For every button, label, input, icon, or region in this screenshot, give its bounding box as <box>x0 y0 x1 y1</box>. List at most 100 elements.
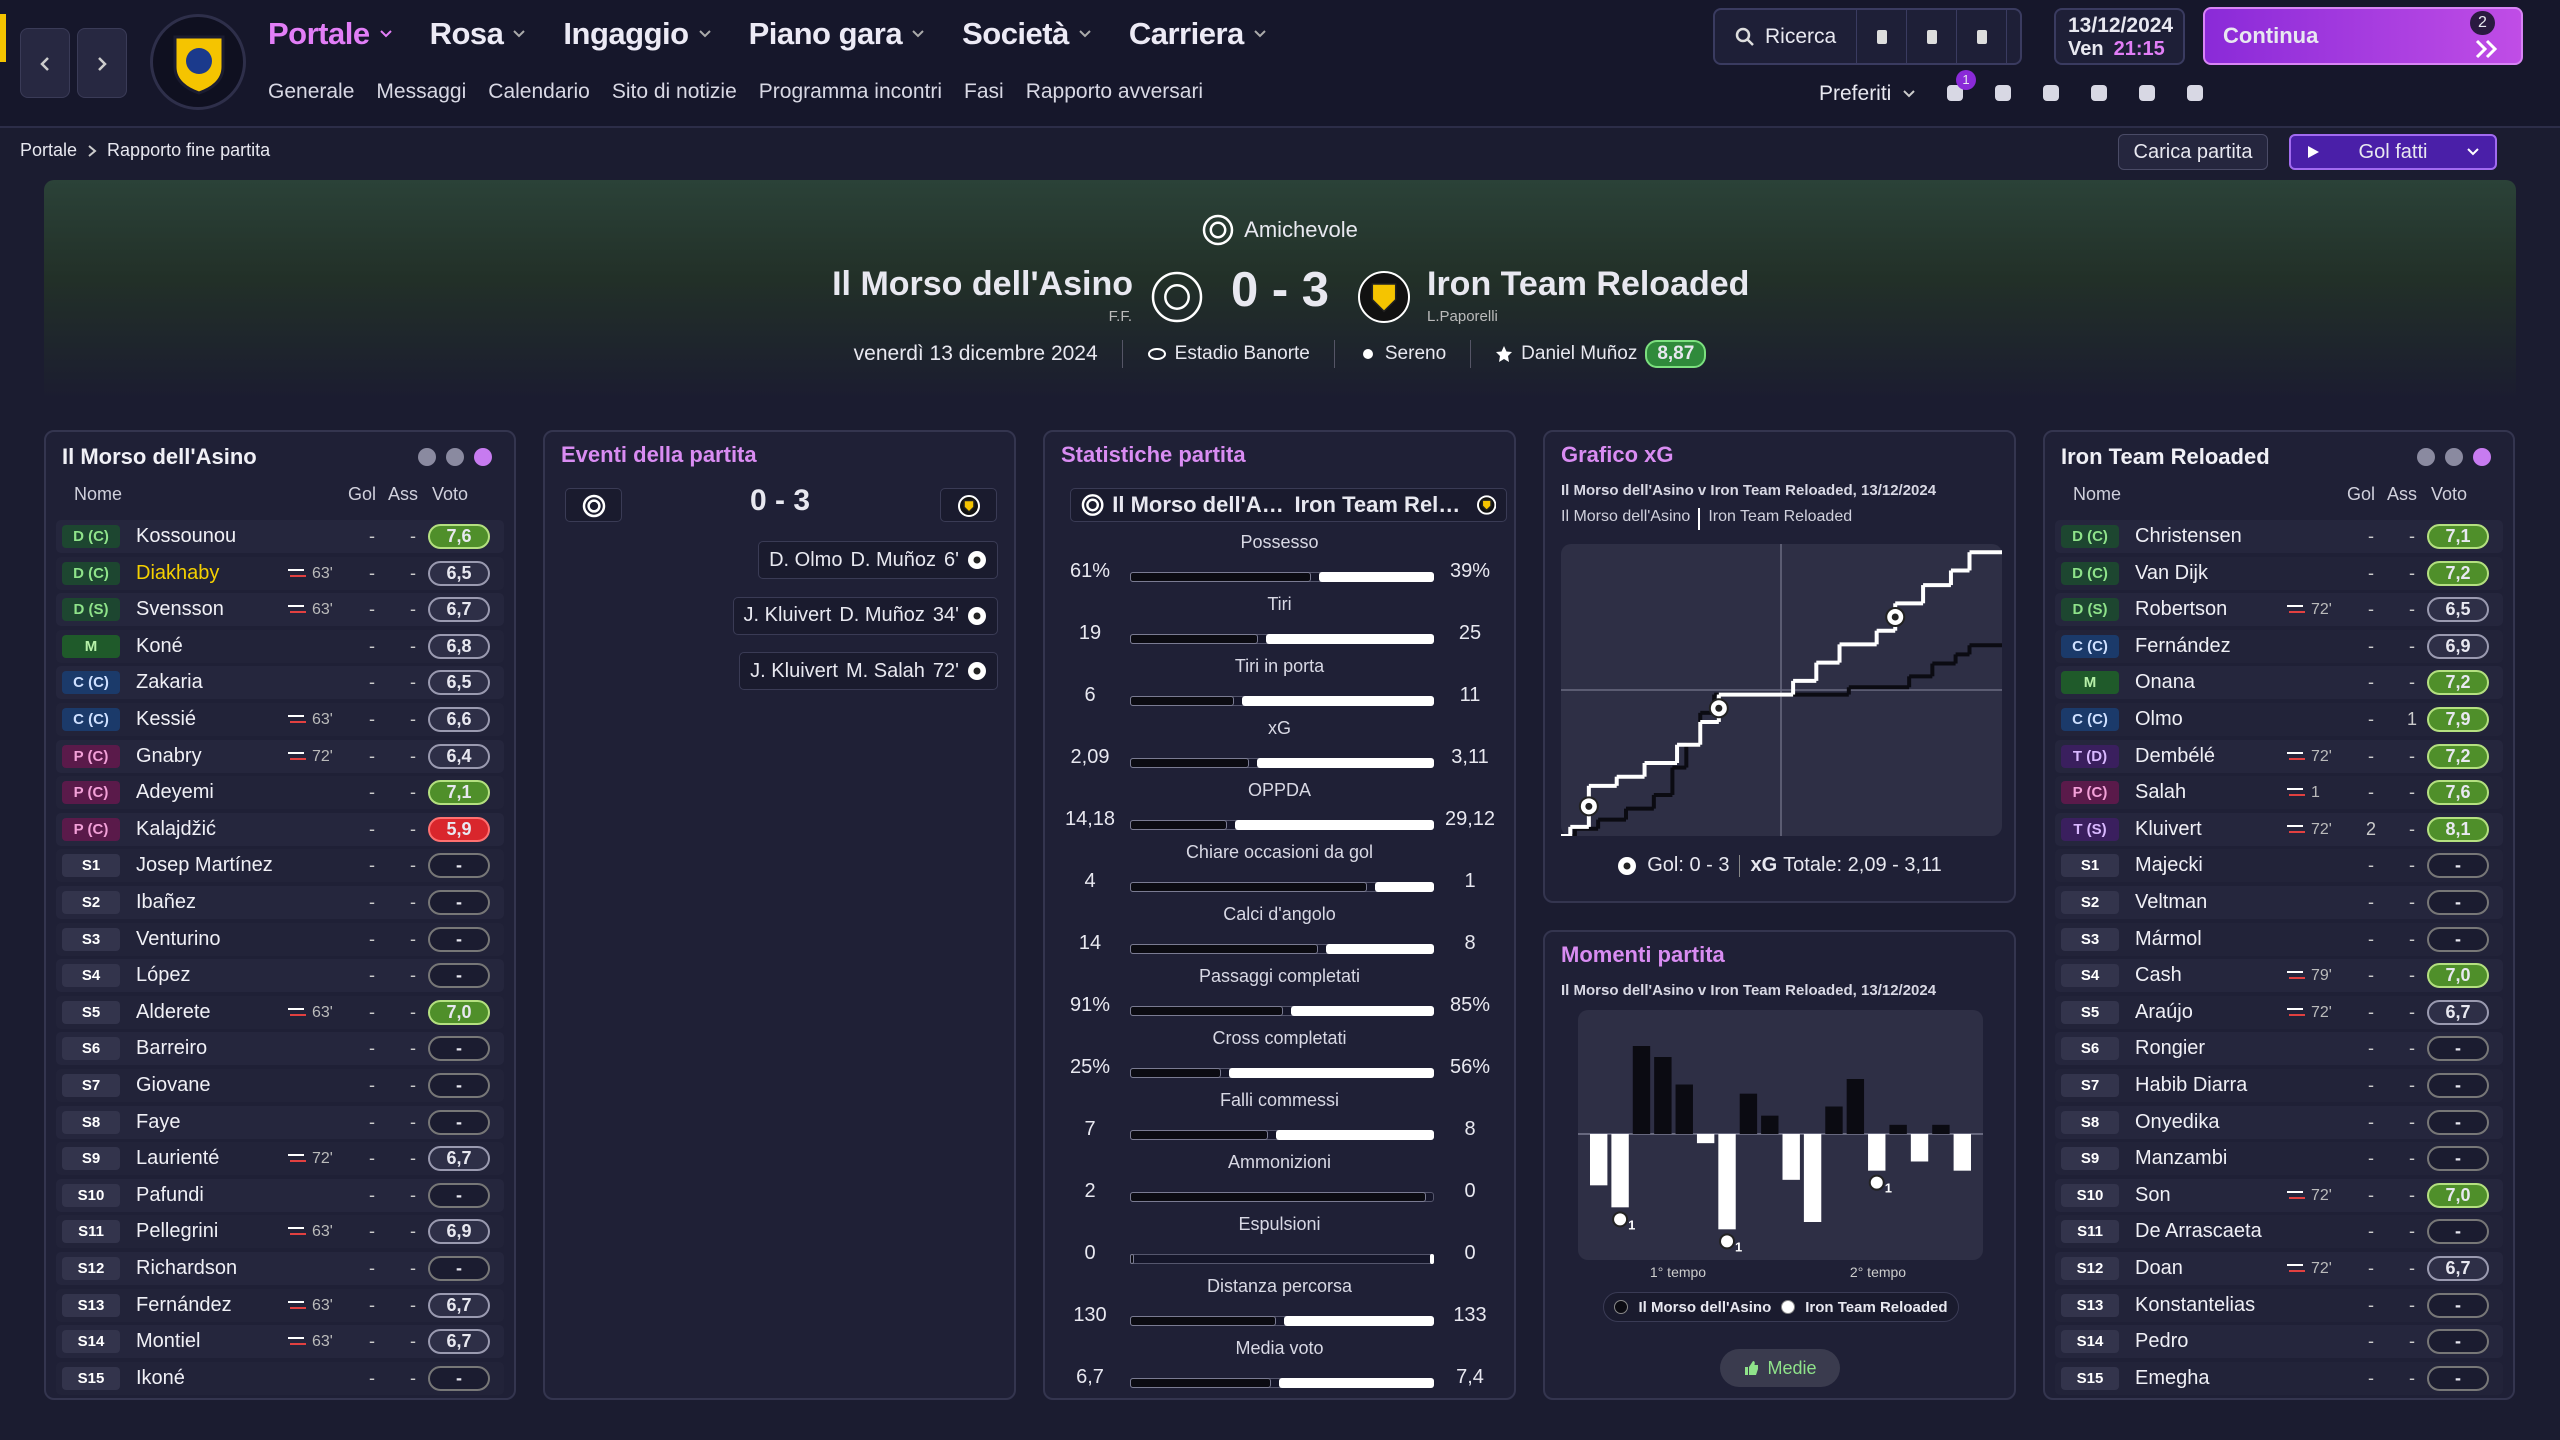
player-row[interactable]: S3 Venturino - - - <box>56 922 504 956</box>
menu-item[interactable]: Carriera <box>1129 16 1268 52</box>
page-dot[interactable] <box>2417 448 2435 466</box>
player-row[interactable]: M Onana - -7,2 <box>2055 666 2503 700</box>
position-badge: D (C) <box>2061 525 2119 548</box>
submenu-item[interactable]: Sito di notizie <box>611 80 737 103</box>
assists: - <box>2409 1294 2415 1315</box>
player-row[interactable]: D (S) Robertson 72' - -6,5 <box>2055 593 2503 627</box>
player-row[interactable]: S9 Manzambi - - - <box>2055 1142 2503 1176</box>
quick-icon[interactable] <box>1992 82 2014 104</box>
player-row[interactable]: S15 Ikoné - - - <box>56 1361 504 1395</box>
stat-bar-home <box>1130 882 1367 892</box>
quick-icon[interactable] <box>2184 82 2206 104</box>
player-row[interactable]: S2 Veltman - - - <box>2055 886 2503 919</box>
player-row[interactable]: S1 Josep Martínez - - - <box>56 849 504 883</box>
player-row[interactable]: S4 López - - - <box>56 959 504 993</box>
player-row[interactable]: S13 Fernández 63' - -6,7 <box>56 1288 504 1322</box>
momentum-plot: 1 1 1 <box>1578 1010 1983 1260</box>
stat-away: 29,12 <box>1444 808 1496 830</box>
menu-item[interactable]: Rosa <box>430 16 528 52</box>
player-row[interactable]: S2 Ibañez - - - <box>56 886 504 919</box>
stat-bar-home <box>1130 1192 1426 1202</box>
quick-icon[interactable] <box>2136 82 2158 104</box>
chevron-shape <box>1903 90 1916 98</box>
player-row[interactable]: D (C) Diakhaby 63' - -6,5 <box>56 556 504 590</box>
quick-icon[interactable] <box>2088 82 2110 104</box>
submenu-item[interactable]: Fasi <box>964 80 1004 103</box>
breadcrumb-item[interactable]: Portale <box>20 140 78 160</box>
player-row[interactable]: D (S) Svensson 63' - -6,7 <box>56 593 504 627</box>
player-row[interactable]: P (C) Salah 1- -7,6 <box>2055 776 2503 810</box>
load-button[interactable]: Carica partita <box>2118 134 2268 170</box>
page-dot[interactable] <box>2473 448 2491 466</box>
player-name: Richardson <box>136 1257 238 1279</box>
player-row[interactable]: S5 Alderete 63' - -7,0 <box>56 995 504 1029</box>
menu-item[interactable]: Società <box>962 16 1093 52</box>
player-row[interactable]: S9 Laurienté 72' - -6,7 <box>56 1142 504 1176</box>
player-row[interactable]: S13 Konstantelias - - - <box>2055 1288 2503 1322</box>
submenu-item[interactable]: Messaggi <box>376 80 467 103</box>
player-row[interactable]: C (C) Olmo - 1 7,9 <box>2055 703 2503 736</box>
player-row[interactable]: S14 Pedro - - - <box>2055 1325 2503 1359</box>
player-row[interactable]: P (C) Kalajdžić - -5,9 <box>56 812 504 846</box>
averages-button[interactable]: Medie <box>1720 1349 1840 1387</box>
player-row[interactable]: S12 Doan 72' - -6,7 <box>2055 1252 2503 1285</box>
player-row[interactable]: S8 Faye - - - <box>56 1105 504 1139</box>
favorites[interactable]: Preferiti <box>1819 82 1917 106</box>
settings-button[interactable] <box>1957 10 2008 63</box>
submenu-item[interactable]: Programma incontri <box>758 80 942 103</box>
player-row[interactable]: S11 Pellegrini 63' - -6,9 <box>56 1215 504 1249</box>
page-dot[interactable] <box>418 448 436 466</box>
player-row[interactable]: S5 Araújo 72' - -6,7 <box>2055 995 2503 1029</box>
player-row[interactable]: S14 Montiel 63' - -6,7 <box>56 1325 504 1359</box>
quick-icon[interactable]: 1 <box>1944 70 1976 104</box>
player-row[interactable]: S12 Richardson - - - <box>56 1252 504 1285</box>
player-row[interactable]: S15 Emegha - - - <box>2055 1361 2503 1395</box>
player-row[interactable]: T (D) Dembélé 72' - -7,2 <box>2055 739 2503 773</box>
player-row[interactable]: D (C) Christensen - -7,1 <box>2055 520 2503 553</box>
player-row[interactable]: S1 Majecki - - - <box>2055 849 2503 883</box>
page-dot[interactable] <box>446 448 464 466</box>
forward-button[interactable] <box>77 28 127 98</box>
submenu-item[interactable]: Rapporto avversari <box>1025 80 1204 103</box>
player-row[interactable]: S7 Giovane - - - <box>56 1069 504 1102</box>
player-row[interactable]: C (C) Zakaria - -6,5 <box>56 666 504 700</box>
search-button[interactable]: Ricerca <box>1715 10 1858 63</box>
page-dot[interactable] <box>2445 448 2463 466</box>
submenu-item[interactable]: Generale <box>268 80 355 103</box>
player-row[interactable]: P (C) Adeyemi - -7,1 <box>56 776 504 810</box>
rating: 6,7 <box>2427 999 2489 1025</box>
player-row[interactable]: S6 Barreiro - - - <box>56 1032 504 1066</box>
player-row[interactable]: P (C) Gnabry 72' - -6,4 <box>56 739 504 773</box>
menu-item[interactable]: Piano gara <box>749 16 927 52</box>
player-row[interactable]: C (C) Kessié 63' - -6,6 <box>56 703 504 736</box>
goals: - <box>369 562 375 583</box>
sub-minute: 72' <box>2311 1003 2332 1021</box>
player-row[interactable]: D (C) Van Dijk - -7,2 <box>2055 556 2503 590</box>
icon <box>698 30 711 38</box>
quick-icon[interactable] <box>2040 82 2062 104</box>
player-row[interactable]: S6 Rongier - - - <box>2055 1032 2503 1066</box>
continue-button[interactable]: Continua 2 <box>2203 7 2523 65</box>
momentum-bar <box>1910 1134 1929 1162</box>
player-row[interactable]: T (S) Kluivert 72' 2 -8,1 <box>2055 812 2503 846</box>
menu-item[interactable]: Portale <box>268 16 394 52</box>
player-row[interactable]: C (C) Fernández - -6,9 <box>2055 629 2503 663</box>
page-dot[interactable] <box>474 448 492 466</box>
player-row[interactable]: S11 De Arrascaeta - - - <box>2055 1215 2503 1249</box>
player-row[interactable]: S10 Son 72' - -7,0 <box>2055 1178 2503 1212</box>
bookmark-button[interactable] <box>1857 10 1908 63</box>
back-button[interactable] <box>20 28 70 98</box>
player-row[interactable]: S7 Habib Diarra - - - <box>2055 1069 2503 1102</box>
player-name: Rongier <box>2135 1037 2206 1060</box>
panel-title: Momenti partita <box>1561 942 1725 967</box>
player-row[interactable]: S4 Cash 79' - -7,0 <box>2055 959 2503 993</box>
globe-button[interactable] <box>1907 10 1958 63</box>
player-row[interactable]: S8 Onyedika - - - <box>2055 1105 2503 1139</box>
submenu-item[interactable]: Calendario <box>488 80 590 103</box>
player-row[interactable]: S10 Pafundi - - - <box>56 1178 504 1212</box>
player-row[interactable]: D (C) Kossounou - -7,6 <box>56 520 504 553</box>
view-select[interactable]: Gol fatti <box>2289 134 2497 170</box>
menu-item[interactable]: Ingaggio <box>563 16 712 52</box>
player-row[interactable]: M Koné - -6,8 <box>56 629 504 663</box>
player-row[interactable]: S3 Mármol - - - <box>2055 922 2503 956</box>
